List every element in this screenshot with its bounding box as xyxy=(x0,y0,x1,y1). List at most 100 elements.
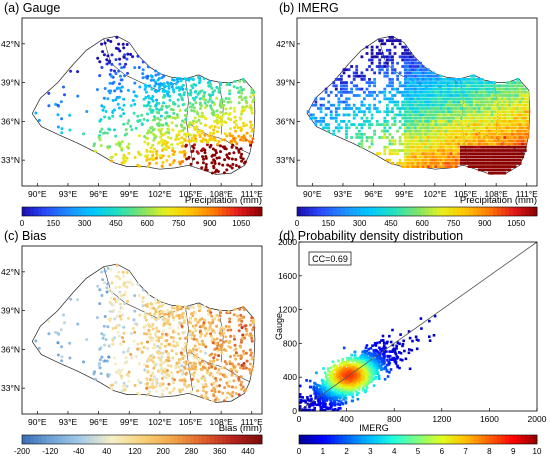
gauge-station-243 xyxy=(232,151,236,155)
imerg-grid-cell-1505 xyxy=(495,152,499,156)
bias-bias-point-469 xyxy=(143,311,147,315)
imerg-grid-cell-320 xyxy=(388,78,392,81)
imerg-colorbar-segment-5 xyxy=(317,207,322,216)
bias-bias-point-560 xyxy=(56,353,60,357)
gauge-station-881 xyxy=(148,162,152,165)
imerg-grid-cell-998 xyxy=(449,145,453,149)
imerg-grid-cell-694 xyxy=(421,78,425,81)
bias-bias-point-644 xyxy=(129,332,133,336)
imerg-grid-cell-77 xyxy=(340,78,343,81)
imerg-grid-cell-942 xyxy=(444,145,448,149)
imerg-grid-cell-1437 xyxy=(488,90,491,94)
imerg-grid-cell-1277 xyxy=(475,142,479,146)
imerg-grid-cell-518 xyxy=(409,94,412,97)
gauge-station-164 xyxy=(222,103,226,107)
imerg-grid-cell-1317 xyxy=(477,107,481,110)
imerg-grid-cell-1087 xyxy=(457,126,461,130)
gauge-station-883 xyxy=(120,140,124,144)
imerg-grid-cell-1503 xyxy=(495,158,499,162)
bias-bias-point-536 xyxy=(104,338,108,341)
imerg-grid-cell-1282 xyxy=(475,126,479,130)
imerg-grid-cell-1196 xyxy=(467,126,471,130)
gauge-station-758 xyxy=(100,127,104,131)
imerg-grid-cell-318 xyxy=(388,84,392,88)
imerg-colorbar-segment-49 xyxy=(493,207,498,216)
imerg-grid-cell-1104 xyxy=(460,158,463,162)
gauge-colorbar-segment-32 xyxy=(150,207,155,216)
imerg-grid-cell-776 xyxy=(429,116,433,120)
imerg-grid-cell-907 xyxy=(439,74,443,78)
imerg-grid-cell-1045 xyxy=(452,84,456,88)
density-point-1034 xyxy=(357,387,361,391)
bias-colorbar-segment-25 xyxy=(122,435,127,444)
imerg-xtick-label-2: 96°E xyxy=(364,189,383,199)
imerg-grid-cell-997 xyxy=(449,149,453,152)
imerg-grid-cell-918 xyxy=(442,132,445,136)
gauge-station-396 xyxy=(215,96,219,100)
bias-bias-point-308 xyxy=(166,364,170,367)
imerg-grid-cell-1055 xyxy=(454,142,458,146)
gauge-station-379 xyxy=(210,86,214,90)
imerg-grid-cell-1122 xyxy=(460,100,463,104)
bias-bias-point-729 xyxy=(134,354,138,358)
bias-bias-point-756 xyxy=(176,326,180,330)
imerg-grid-cell-854 xyxy=(437,152,440,156)
imerg-grid-cell-1493 xyxy=(493,97,496,101)
bias-bias-point-453 xyxy=(141,300,145,304)
panel-title-density: (d) Probability density distribution xyxy=(279,229,464,243)
imerg-grid-cell-1703 xyxy=(513,136,517,139)
imerg-grid-cell-199 xyxy=(368,84,371,88)
imerg-colorbar-segment-26 xyxy=(401,207,406,216)
density-point-457 xyxy=(347,362,350,366)
imerg-grid-cell-5 xyxy=(311,103,315,107)
gauge-station-696 xyxy=(193,116,197,120)
imerg-grid-cell-1037 xyxy=(452,110,456,114)
imerg-grid-cell-1426 xyxy=(488,126,491,130)
imerg-colorbar-segment-39 xyxy=(453,207,458,216)
bias-bias-point-681 xyxy=(196,340,200,344)
imerg-grid-cell-685 xyxy=(421,107,425,110)
imerg-grid-cell-1477 xyxy=(493,149,496,152)
bias-bias-point-775 xyxy=(164,332,168,336)
bias-bias-point-797 xyxy=(189,390,193,394)
imerg-grid-cell-634 xyxy=(419,165,422,168)
imerg-grid-cell-1594 xyxy=(503,136,507,139)
imerg-grid-cell-357 xyxy=(393,123,397,126)
imerg-grid-cell-643 xyxy=(419,136,422,139)
imerg-grid-cell-1351 xyxy=(480,90,484,94)
gauge-station-142 xyxy=(178,109,182,112)
imerg-grid-cell-145 xyxy=(357,129,361,133)
imerg-grid-cell-1615 xyxy=(506,155,509,159)
gauge-station-552 xyxy=(182,137,186,141)
bias-bias-point-465 xyxy=(146,370,150,373)
bias-bias-point-878 xyxy=(207,312,211,316)
imerg-grid-cell-438 xyxy=(403,110,407,114)
imerg-grid-cell-9 xyxy=(314,103,318,107)
bias-bias-point-352 xyxy=(103,269,107,273)
imerg-colorbar-segment-58 xyxy=(529,207,534,216)
imerg-grid-cell-20 xyxy=(319,97,323,101)
gauge-station-272 xyxy=(223,138,227,142)
gauge-station-887 xyxy=(216,170,220,173)
gauge-station-274 xyxy=(76,70,80,74)
gauge-station-222 xyxy=(227,152,231,155)
imerg-grid-cell-484 xyxy=(406,84,410,88)
gauge-station-479 xyxy=(250,91,254,95)
density-point-313 xyxy=(330,387,333,391)
imerg-grid-cell-1568 xyxy=(500,129,504,133)
imerg-grid-cell-824 xyxy=(434,155,438,159)
imerg-grid-cell-851 xyxy=(437,162,440,165)
imerg-grid-cell-555 xyxy=(411,90,415,94)
density-point-129 xyxy=(338,403,342,407)
gauge-colorbar-segment-28 xyxy=(134,207,139,216)
bias-xtick-label-6: 108°E xyxy=(210,417,234,427)
imerg-grid-cell-1620 xyxy=(506,139,509,143)
imerg-grid-cell-1706 xyxy=(513,126,517,130)
bias-bias-point-776 xyxy=(217,368,221,372)
gauge-ytick-label-0: 42°N xyxy=(1,39,20,49)
bias-bias-point-891 xyxy=(163,360,167,364)
imerg-grid-cell-1805 xyxy=(523,123,527,126)
imerg-grid-cell-572 xyxy=(414,149,417,152)
gauge-station-884 xyxy=(117,42,121,46)
imerg-grid-cell-52 xyxy=(334,113,338,117)
